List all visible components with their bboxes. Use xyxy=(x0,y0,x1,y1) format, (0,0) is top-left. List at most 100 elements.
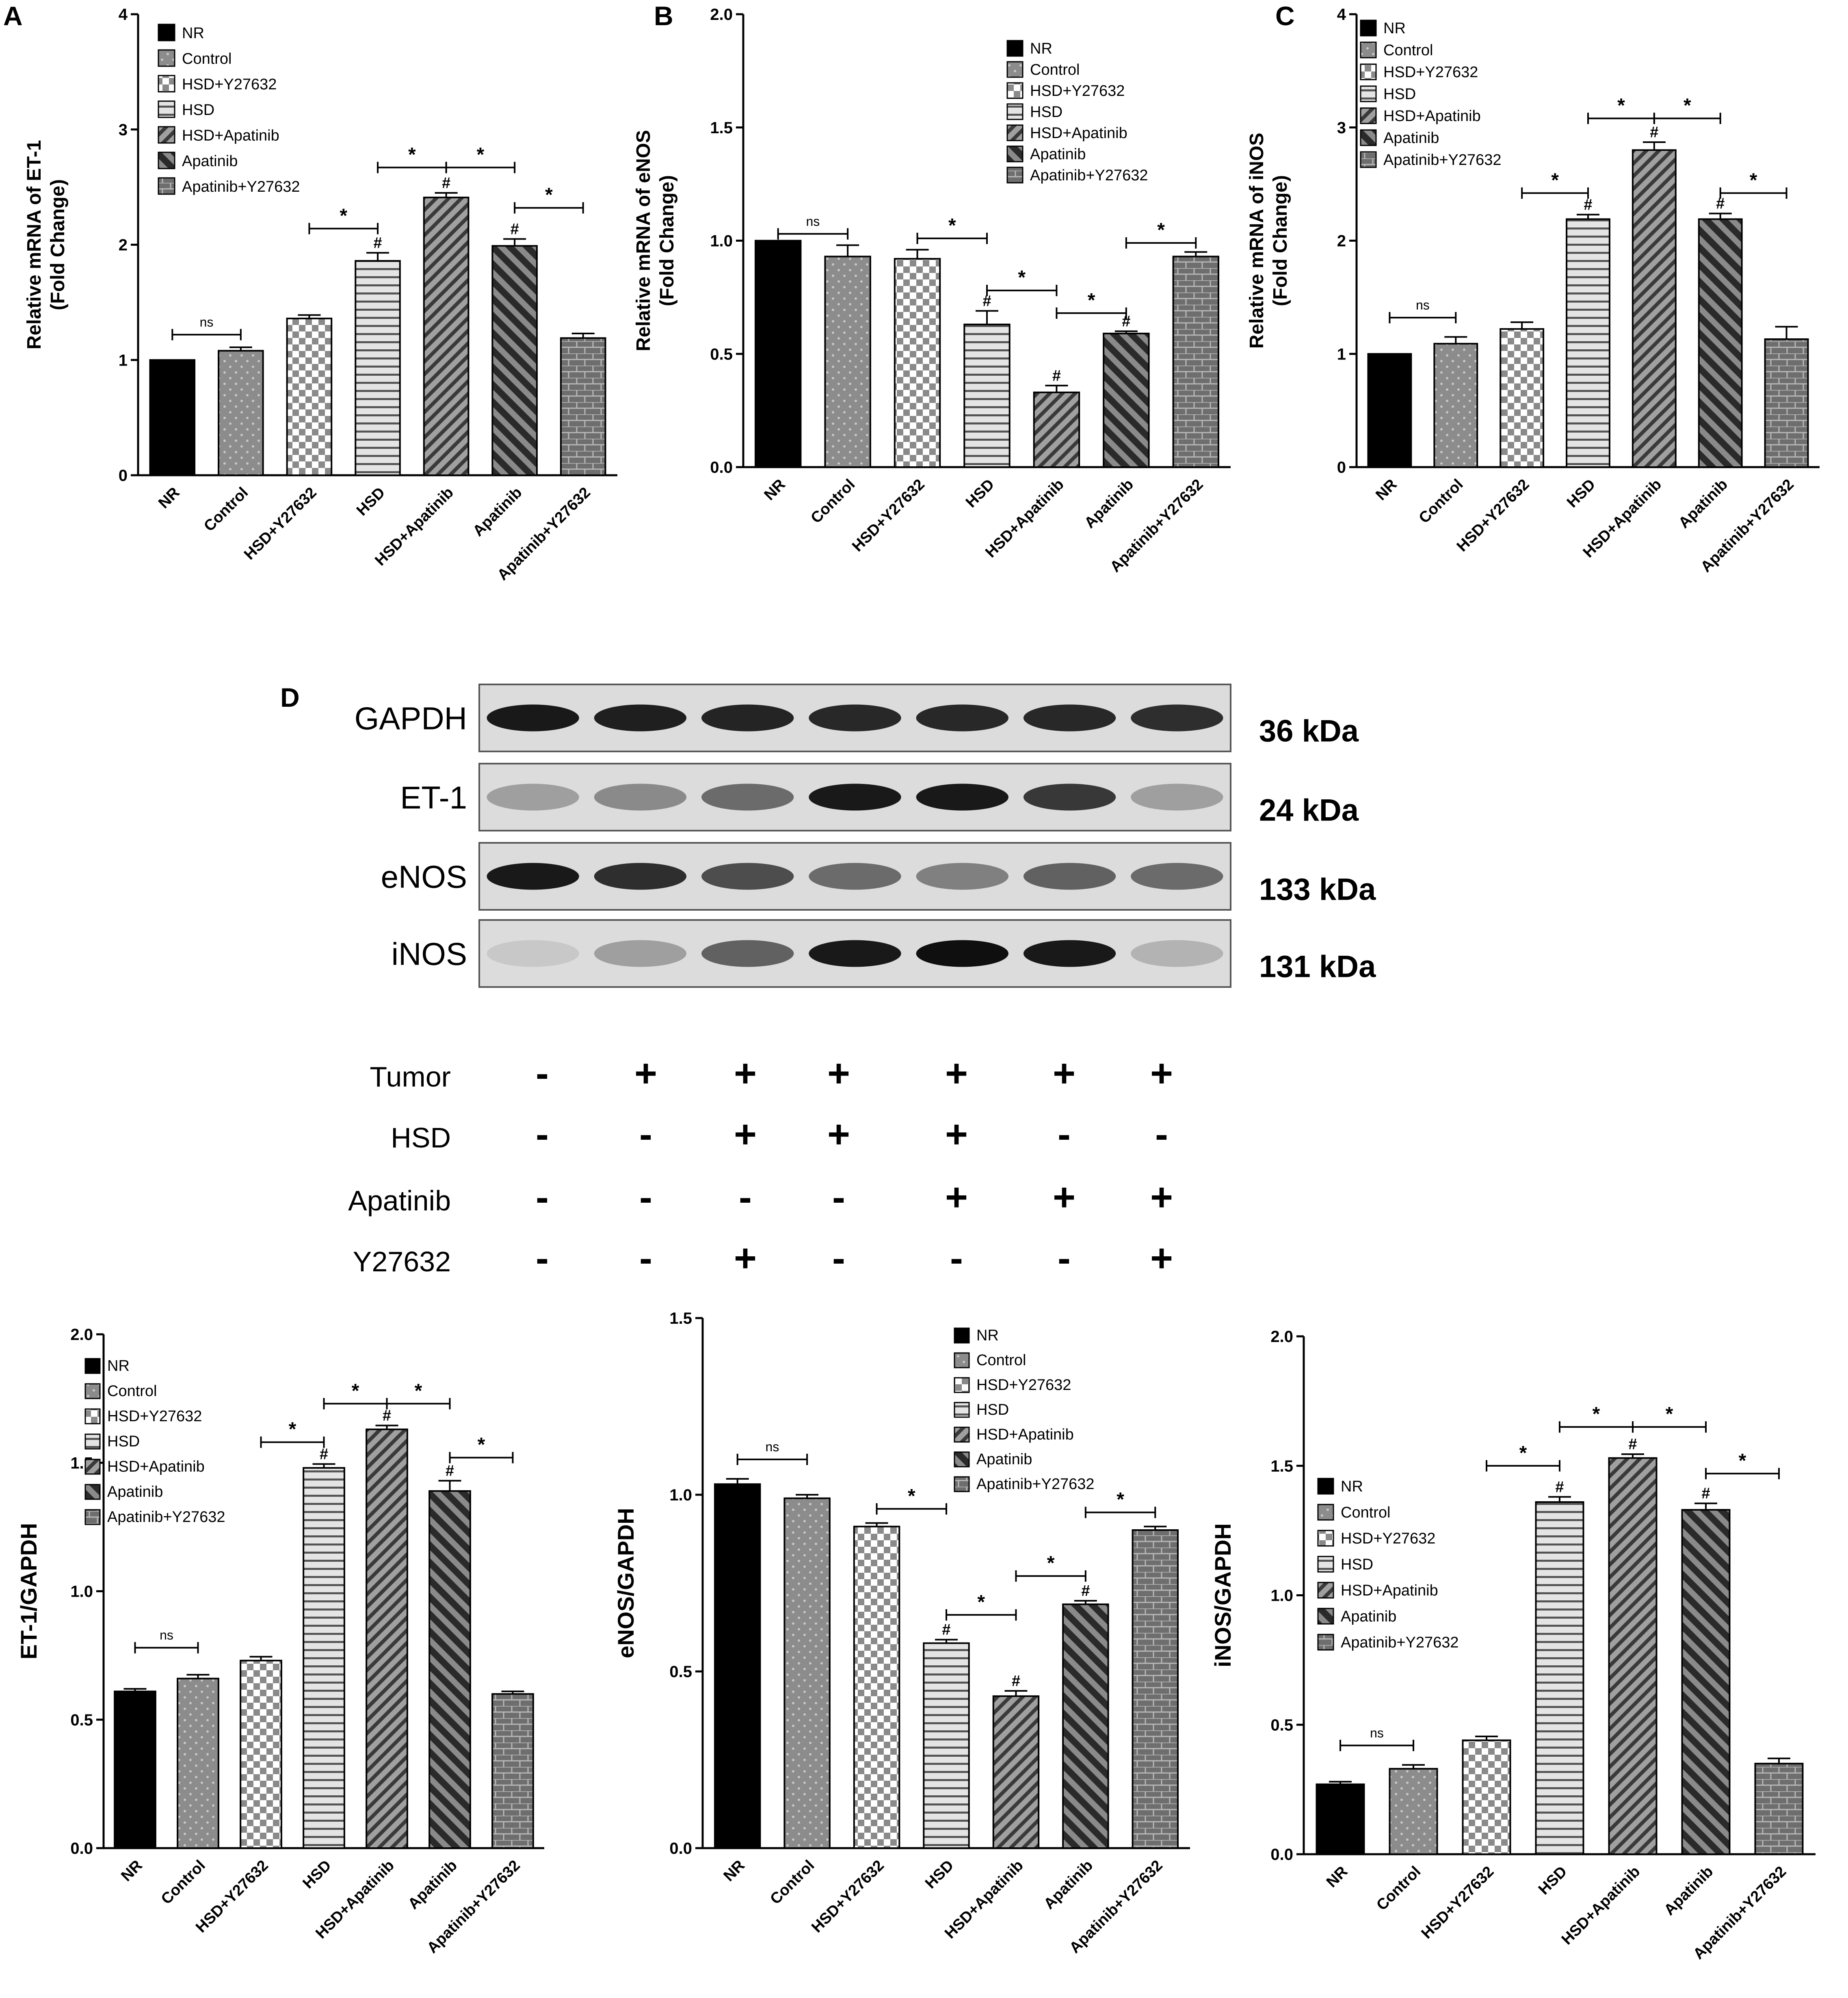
legend-label: Apatinib xyxy=(1030,146,1086,163)
y-tick-label: 2 xyxy=(1337,232,1346,250)
legend-label: HSD+Apatinib xyxy=(1383,108,1481,125)
blot-band xyxy=(594,704,687,732)
x-tick-label: Apatinib xyxy=(1675,476,1731,532)
y-tick-label: 1 xyxy=(1337,345,1346,363)
bar xyxy=(355,260,401,476)
legend-label: Apatinib+Y27632 xyxy=(107,1509,225,1526)
bar xyxy=(714,1483,761,1849)
condition-label: Tumor xyxy=(370,1061,451,1093)
y-axis-label: iNOS/GAPDH xyxy=(1210,1523,1236,1667)
y-tick-label: 1.0 xyxy=(710,232,733,250)
plus-sign: + xyxy=(945,1175,968,1219)
legend-swatch xyxy=(1006,103,1024,120)
bar xyxy=(1132,1529,1179,1849)
x-tick-label: Apatinib xyxy=(470,484,525,540)
blot-band xyxy=(809,940,901,967)
legend-swatch xyxy=(1006,61,1024,78)
bar xyxy=(491,1693,534,1849)
significance-label: * xyxy=(1551,169,1559,191)
minus-sign: - xyxy=(639,1113,652,1156)
legend-label: Apatinib+Y27632 xyxy=(1341,1634,1459,1651)
minus-sign: - xyxy=(1155,1113,1168,1156)
bar xyxy=(286,318,333,476)
legend-label: NR xyxy=(107,1357,130,1375)
legend-label: NR xyxy=(976,1327,999,1344)
x-tick-label: HSD+Apatinib xyxy=(1558,1863,1644,1948)
legend-swatch xyxy=(84,1433,101,1450)
legend-label: Control xyxy=(1383,42,1433,59)
bar xyxy=(423,197,470,476)
blot-band xyxy=(916,863,1008,890)
hash-mark: # xyxy=(383,1407,391,1424)
bar xyxy=(366,1429,408,1849)
bar xyxy=(491,245,538,476)
bar xyxy=(1608,1457,1658,1855)
legend-swatch xyxy=(954,1377,970,1393)
x-tick-label: NR xyxy=(761,476,789,504)
bar xyxy=(1462,1739,1511,1855)
bar xyxy=(894,258,941,468)
legend-label: NR xyxy=(1341,1478,1363,1495)
minus-sign: - xyxy=(639,1175,652,1219)
bar xyxy=(923,1642,970,1849)
legend-label: HSD+Y27632 xyxy=(976,1377,1071,1394)
minus-sign: - xyxy=(639,1236,652,1280)
legend-label: NR xyxy=(1383,20,1406,37)
legend-swatch xyxy=(1360,63,1377,80)
legend-swatch xyxy=(1360,129,1377,146)
significance-label: * xyxy=(1750,169,1757,191)
minus-sign: - xyxy=(536,1113,549,1156)
significance-label: * xyxy=(948,215,956,236)
x-tick-label: NR xyxy=(118,1857,146,1885)
blot-band xyxy=(809,784,901,811)
hash-mark: # xyxy=(1555,1478,1564,1496)
plus-sign: + xyxy=(1053,1175,1075,1219)
blot-band xyxy=(701,940,794,967)
bar xyxy=(1103,333,1150,468)
bar xyxy=(149,359,196,476)
legend-swatch xyxy=(1360,107,1377,124)
y-tick-label: 0.5 xyxy=(70,1711,93,1729)
legend-swatch xyxy=(1317,1530,1334,1547)
significance-label: ns xyxy=(806,214,820,229)
minus-sign: - xyxy=(536,1236,549,1280)
blot-band xyxy=(1023,863,1116,890)
bar xyxy=(1681,1509,1731,1855)
y-tick-label: 2.0 xyxy=(710,6,733,24)
blot-band xyxy=(1131,940,1223,967)
legend-label: Apatinib+Y27632 xyxy=(182,178,300,195)
blot-band xyxy=(1131,784,1223,811)
bar xyxy=(963,323,1011,468)
blot-band xyxy=(594,863,687,890)
panel-letter-a: A xyxy=(3,1,23,31)
panel-letter-d: D xyxy=(280,682,300,712)
legend-label: HSD xyxy=(107,1433,140,1450)
legend-label: HSD+Apatinib xyxy=(107,1458,205,1475)
blot-band xyxy=(1023,784,1116,811)
legend-label: HSD+Apatinib xyxy=(1341,1582,1438,1599)
legend-swatch xyxy=(84,1459,101,1475)
bar xyxy=(1698,218,1743,468)
y-axis-label: ET-1/GAPDH xyxy=(16,1523,41,1659)
legend-swatch xyxy=(954,1476,970,1492)
legend-swatch xyxy=(158,75,175,93)
plus-sign: + xyxy=(1053,1052,1075,1095)
legend-swatch xyxy=(1006,145,1024,162)
x-tick-label: HSD xyxy=(299,1857,334,1892)
x-tick-label: HSD xyxy=(1564,476,1599,511)
hash-mark: # xyxy=(942,1621,950,1639)
bar xyxy=(218,350,264,476)
significance-label: * xyxy=(340,205,347,227)
plus-sign: + xyxy=(827,1113,850,1156)
legend-label: NR xyxy=(182,25,204,42)
legend-swatch xyxy=(1317,1608,1334,1625)
minus-sign: - xyxy=(832,1236,845,1280)
y-tick-label: 1.0 xyxy=(1270,1587,1293,1605)
legend-label: Apatinib xyxy=(182,153,238,170)
significance-label: * xyxy=(1117,1489,1124,1511)
significance-label: * xyxy=(1593,1403,1600,1425)
blot-band xyxy=(487,863,579,890)
plus-sign: + xyxy=(827,1052,850,1095)
bar xyxy=(1316,1783,1365,1855)
